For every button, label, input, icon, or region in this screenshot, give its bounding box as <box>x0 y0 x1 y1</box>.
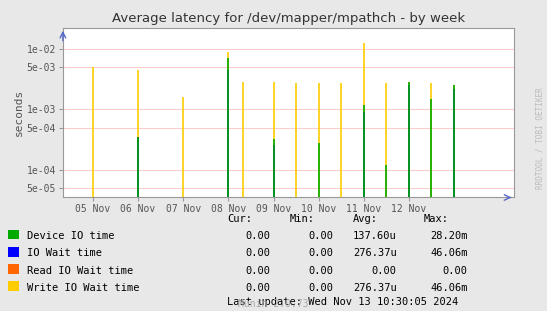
Text: 28.20m: 28.20m <box>430 231 468 241</box>
Text: 0.00: 0.00 <box>309 248 334 258</box>
Text: 0.00: 0.00 <box>443 266 468 276</box>
Text: 46.06m: 46.06m <box>430 283 468 293</box>
Text: 0.00: 0.00 <box>246 283 271 293</box>
Text: Write IO Wait time: Write IO Wait time <box>27 283 140 293</box>
Text: Cur:: Cur: <box>227 214 252 224</box>
Text: 0.00: 0.00 <box>246 231 271 241</box>
Text: Max:: Max: <box>424 214 449 224</box>
Y-axis label: seconds: seconds <box>14 89 24 136</box>
Text: 137.60u: 137.60u <box>353 231 397 241</box>
Text: Min:: Min: <box>290 214 315 224</box>
Text: 0.00: 0.00 <box>246 248 271 258</box>
Text: Device IO time: Device IO time <box>27 231 115 241</box>
Text: Munin 2.0.73: Munin 2.0.73 <box>238 299 309 309</box>
Text: 46.06m: 46.06m <box>430 248 468 258</box>
Text: 0.00: 0.00 <box>246 266 271 276</box>
Text: 0.00: 0.00 <box>309 266 334 276</box>
Title: Average latency for /dev/mapper/mpathch - by week: Average latency for /dev/mapper/mpathch … <box>112 12 465 26</box>
Text: 0.00: 0.00 <box>309 283 334 293</box>
Text: Last update: Wed Nov 13 10:30:05 2024: Last update: Wed Nov 13 10:30:05 2024 <box>227 297 458 307</box>
Text: Avg:: Avg: <box>353 214 378 224</box>
Text: 0.00: 0.00 <box>309 231 334 241</box>
Text: IO Wait time: IO Wait time <box>27 248 102 258</box>
Text: Read IO Wait time: Read IO Wait time <box>27 266 133 276</box>
Text: 276.37u: 276.37u <box>353 283 397 293</box>
Text: 276.37u: 276.37u <box>353 248 397 258</box>
Text: RRDTOOL / TOBI OETIKER: RRDTOOL / TOBI OETIKER <box>536 87 544 189</box>
Text: 0.00: 0.00 <box>371 266 397 276</box>
